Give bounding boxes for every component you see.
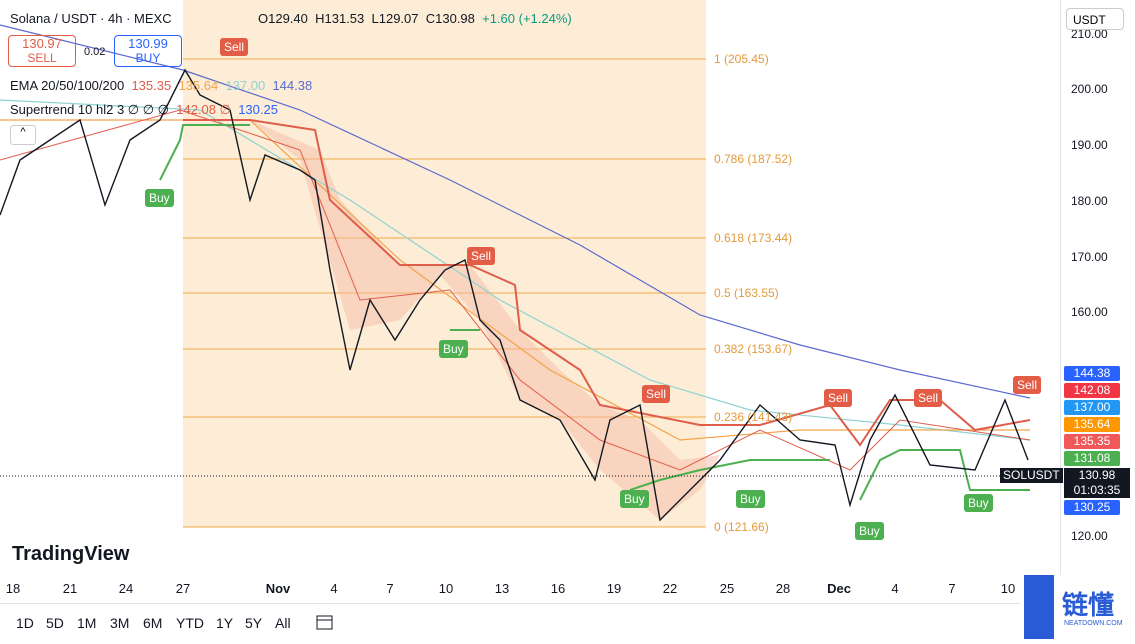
fib-label: 0.382 (153.67): [714, 342, 793, 356]
fib-label: 0.5 (163.55): [714, 286, 779, 300]
price-tag: 135.64: [1064, 417, 1120, 432]
price-tag: 130.25: [1064, 500, 1120, 515]
x-tick-label: 19: [606, 581, 622, 596]
price-tag: 135.35: [1064, 434, 1120, 449]
range-button[interactable]: 1M: [77, 615, 97, 631]
buy-signal: Buy: [855, 522, 884, 540]
sell-signal: Sell: [220, 38, 249, 56]
x-tick-label: Dec: [827, 581, 851, 596]
ohlc: O129.40 H131.53 L129.07 C130.98 +1.60 (+…: [258, 11, 572, 26]
logo: TradingView: [12, 543, 130, 565]
sell-button[interactable]: 130.97 SELL: [8, 35, 76, 67]
range-button[interactable]: 5Y: [245, 615, 263, 631]
x-tick-label: 13: [494, 581, 510, 596]
x-tick-label: 21: [62, 581, 78, 596]
ema-20: [0, 109, 1031, 471]
supertrend-down: [183, 119, 1031, 447]
fib-label: 0.236 (141.43): [714, 410, 793, 424]
sell-signal: Sell: [824, 389, 853, 407]
x-tick-label: 10: [438, 581, 454, 596]
sell-signal: Sell: [1013, 376, 1042, 394]
y-tick-label: 120.00: [1071, 529, 1108, 543]
calendar-icon[interactable]: [315, 612, 335, 632]
watermark-title: 链懂: [1062, 590, 1115, 620]
fib-label: 0 (121.66): [714, 520, 769, 534]
symbol[interactable]: Solana / USDT · 4h · MEXC: [10, 11, 172, 26]
fib-lines: [183, 58, 706, 528]
price-tag: 142.08: [1064, 383, 1120, 398]
price-tag: 144.38: [1064, 366, 1120, 381]
x-tick-label: Nov: [265, 581, 291, 596]
range-button[interactable]: 3M: [110, 615, 130, 631]
x-tick-label: 24: [118, 581, 134, 596]
spread: 0.02: [84, 46, 106, 58]
ema-legend[interactable]: EMA 20/50/100/200 135.35 135.64 137.00 1…: [10, 78, 313, 93]
x-tick-label: 16: [550, 581, 566, 596]
buy-signal: Buy: [145, 189, 174, 207]
collapse-button[interactable]: ^: [10, 125, 36, 145]
fib-label: 0.618 (173.44): [714, 231, 793, 245]
x-tick-label: 27: [175, 581, 191, 596]
x-tick-label: 7: [386, 581, 394, 596]
price-trace: [0, 68, 1029, 522]
price-tag: 131.08: [1064, 451, 1120, 466]
sell-signal: Sell: [914, 389, 943, 407]
watermark-subtitle: NEATDOWN.COM: [1064, 620, 1123, 627]
range-button[interactable]: 6M: [143, 615, 163, 631]
buy-signal: Buy: [620, 490, 649, 508]
x-tick-label: 4: [330, 581, 338, 596]
price-tag: 137.00: [1064, 400, 1120, 415]
supertrend-up: [159, 124, 250, 181]
y-tick-label: 210.00: [1071, 27, 1108, 41]
supertrend-fill: [183, 120, 720, 520]
range-button[interactable]: 1Y: [216, 615, 234, 631]
range-button[interactable]: YTD: [176, 615, 204, 631]
y-tick-label: 190.00: [1071, 138, 1108, 152]
last-price-tag: 130.98 01:03:35: [1064, 468, 1130, 498]
x-tick-label: 4: [891, 581, 899, 596]
watermark: 链懂 NEATDOWN.COM: [1020, 575, 1135, 644]
x-tick-label: 7: [948, 581, 956, 596]
buy-signal: Buy: [964, 494, 993, 512]
sell-signal: Sell: [467, 247, 496, 265]
x-tick-label: 18: [5, 581, 21, 596]
watermark-logo: [1024, 575, 1054, 639]
y-tick-label: 160.00: [1071, 305, 1108, 319]
y-tick-label: 180.00: [1071, 194, 1108, 208]
range-button[interactable]: 5D: [46, 615, 64, 631]
range-button[interactable]: 1D: [16, 615, 34, 631]
supertrend-legend[interactable]: Supertrend 10 hl2 3 ∅ ∅ ∅ 142.08 ∅ 130.2…: [10, 102, 278, 117]
x-tick-label: 25: [719, 581, 735, 596]
buy-signal: Buy: [439, 340, 468, 358]
buy-button[interactable]: 130.99 BUY: [114, 35, 182, 67]
ema-200: [0, 24, 1031, 399]
currency-select[interactable]: USDT: [1066, 8, 1124, 30]
chart-canvas: [0, 0, 1060, 528]
buy-signal: Buy: [736, 490, 765, 508]
fib-label: 0.786 (187.52): [714, 152, 793, 166]
range-button[interactable]: All: [275, 615, 291, 631]
axis-border: [1060, 0, 1061, 600]
x-tick-label: 10: [1000, 581, 1016, 596]
x-tick-label: 22: [662, 581, 678, 596]
y-tick-label: 170.00: [1071, 250, 1108, 264]
toolbar-border: [0, 603, 1135, 604]
y-tick-label: 200.00: [1071, 82, 1108, 96]
symbol-tag: SOLUSDT: [1000, 468, 1063, 483]
fib-label: 1 (205.45): [714, 52, 769, 66]
sell-signal: Sell: [642, 385, 671, 403]
x-tick-label: 28: [775, 581, 791, 596]
